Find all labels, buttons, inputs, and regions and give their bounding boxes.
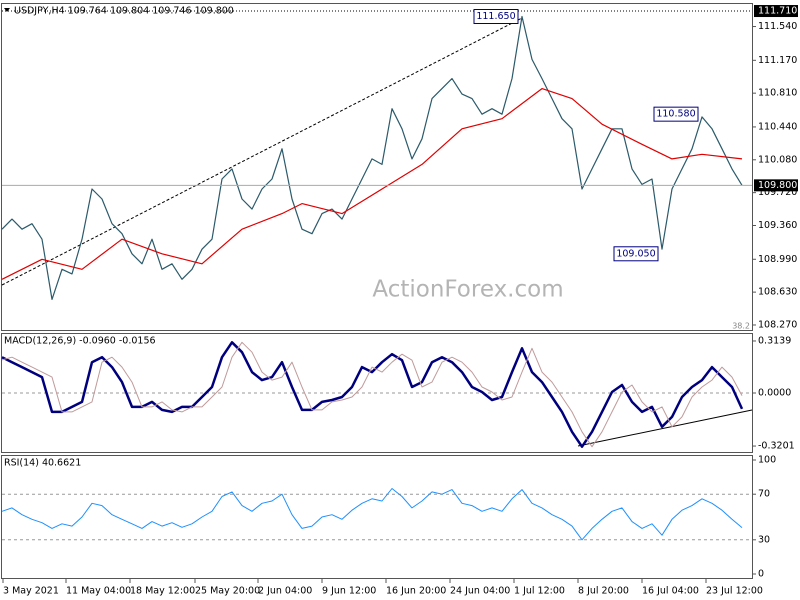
high-box: [754, 5, 798, 18]
y-tick-label: 0: [758, 569, 764, 580]
series-line: [1, 488, 743, 541]
series-line: [1, 88, 743, 280]
y-tick-label: 110.440: [758, 121, 797, 132]
title-marker: [4, 8, 10, 12]
watermark: ActionForex.com: [372, 277, 563, 303]
y-tick-label: 108.270: [758, 319, 797, 330]
high-label: 111.710: [758, 6, 797, 17]
x-tick-label: 18 May 12:00: [130, 586, 195, 597]
series-line: [1, 341, 744, 448]
x-tick-label: 16 Jul 04:00: [642, 586, 699, 597]
price-panel: [1, 3, 753, 331]
y-tick-label: 108.630: [758, 287, 797, 298]
macd-title: MACD(12,26,9) -0.0960 -0.0156: [4, 336, 156, 347]
series-line: [1, 341, 743, 448]
y-tick-label: 100: [758, 455, 776, 466]
fib-label: 38.2: [732, 322, 750, 331]
x-tick-label: 24 Jun 04:00: [450, 586, 510, 597]
y-tick-label: 70: [758, 489, 770, 500]
x-tick-label: 11 May 04:00: [66, 586, 131, 597]
rsi-title: RSI(14) 40.6621: [4, 458, 81, 469]
x-tick-label: 23 Jul 12:00: [706, 586, 763, 597]
x-tick-label: 8 Jul 20:00: [578, 586, 629, 597]
x-tick-label: 16 Jun 20:00: [386, 586, 446, 597]
y-tick-label: 109.360: [758, 220, 797, 231]
y-tick-label: 30: [758, 534, 770, 545]
rsi-panel: [1, 455, 753, 579]
y-tick-label: 111.540: [758, 21, 797, 32]
annotation-label: 110.580: [656, 109, 695, 120]
y-tick-label: 108.990: [758, 254, 797, 265]
y-tick-label: 110.810: [758, 88, 797, 99]
price-title: USDJPY,H4 109.764 109.804 109.746 109.80…: [14, 6, 234, 17]
x-tick-label: 1 Jul 12:00: [514, 586, 565, 597]
price-label: 109.800: [758, 180, 797, 191]
price-box: [754, 179, 798, 192]
annotation-box: [613, 246, 659, 262]
annotation-label: 109.050: [616, 248, 655, 259]
macd-trend-line: [577, 409, 753, 447]
y-tick-label: 0.3139: [758, 335, 791, 346]
y-tick-label: 109.720: [758, 187, 797, 198]
y-tick-label: -0.3201: [758, 441, 795, 452]
annotation-box: [653, 106, 699, 122]
annotation-label: 111.650: [476, 11, 515, 22]
x-tick-label: 9 Jun 12:00: [322, 586, 376, 597]
y-tick-label: 111.170: [758, 55, 797, 66]
y-tick-label: 110.080: [758, 154, 797, 165]
trend-line: [1, 17, 523, 286]
y-tick-label: 0.0000: [758, 388, 791, 399]
annotation-box: [473, 9, 519, 25]
x-tick-label: 2 Jun 04:00: [258, 586, 312, 597]
x-tick-label: 3 May 2021: [3, 586, 59, 597]
x-tick-label: 25 May 20:00: [195, 586, 260, 597]
